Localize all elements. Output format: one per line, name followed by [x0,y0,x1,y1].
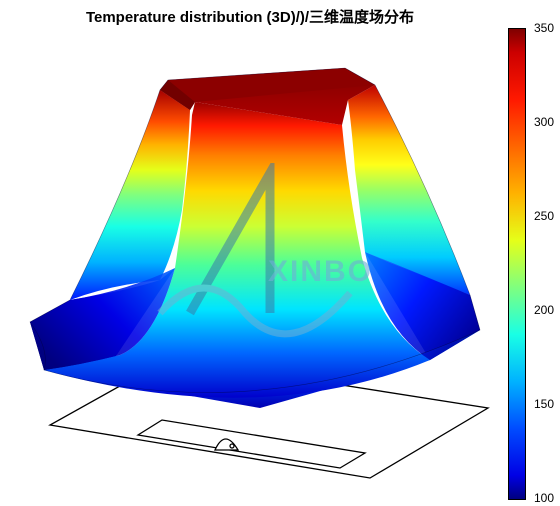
temperature-surface [30,68,480,408]
colorbar-tick-label: 150 [528,397,554,411]
colorbar-ticks: 100150200250300350 [528,28,554,498]
colorbar-tick-label: 300 [528,115,554,129]
colorbar-tick-label: 200 [528,303,554,317]
colorbar-tick-label: 350 [528,21,554,35]
colorbar [508,28,526,500]
colorbar-tick-label: 100 [528,491,554,505]
chart-title: Temperature distribution (3D)/)/三维温度场分布 [0,6,500,27]
colorbar-tick-label: 250 [528,209,554,223]
surface-plot [10,30,500,496]
